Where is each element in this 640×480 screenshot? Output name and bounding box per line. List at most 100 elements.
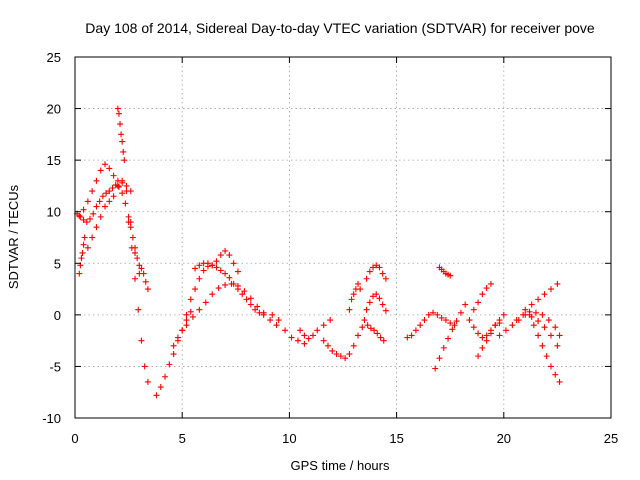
series-arc-2 — [76, 161, 134, 219]
series-arc-4 — [76, 234, 88, 277]
plot-frame — [74, 56, 612, 419]
series-arc-7 — [153, 262, 267, 399]
y-axis-ticks: -10 -5 0 5 10 15 20 25 — [42, 50, 611, 426]
data-point — [166, 361, 173, 368]
data-point — [545, 317, 552, 324]
data-point — [451, 322, 458, 329]
data-point — [247, 295, 254, 302]
data-point — [230, 260, 237, 267]
data-point — [196, 275, 203, 282]
data-point — [119, 138, 126, 145]
data-point — [209, 291, 216, 298]
data-point — [102, 203, 109, 210]
data-point — [80, 241, 87, 248]
data-point — [513, 317, 520, 324]
data-point — [373, 291, 380, 298]
data-point — [122, 200, 129, 207]
data-point — [76, 212, 83, 219]
data-point — [222, 247, 229, 254]
data-point — [97, 213, 104, 220]
data-point — [127, 224, 134, 231]
data-point — [552, 371, 559, 378]
data-point — [530, 322, 537, 329]
data-point — [192, 286, 199, 293]
data-point — [522, 306, 529, 313]
data-point — [457, 309, 464, 316]
data-point — [535, 332, 542, 339]
data-point — [119, 190, 126, 197]
data-point — [363, 275, 370, 282]
data-point — [228, 280, 235, 287]
data-point — [379, 301, 386, 308]
data-point — [99, 193, 106, 200]
data-point — [96, 198, 103, 205]
data-point — [83, 219, 90, 226]
data-point — [440, 344, 447, 351]
y-tick-label: 5 — [54, 256, 61, 271]
x-tick-label: 5 — [179, 431, 186, 446]
data-point — [449, 326, 456, 333]
data-point — [301, 332, 308, 339]
data-point — [475, 353, 482, 360]
data-point — [366, 299, 373, 306]
data-point — [204, 260, 211, 267]
data-point — [117, 121, 124, 128]
data-point — [526, 311, 533, 318]
data-point — [87, 215, 94, 222]
series-arc-9 — [183, 280, 280, 329]
data-point — [77, 213, 84, 220]
data-point — [324, 342, 331, 349]
data-point — [213, 258, 220, 265]
data-point — [376, 295, 383, 302]
data-point — [132, 249, 139, 256]
data-point — [213, 264, 220, 271]
data-point — [528, 301, 535, 308]
data-point — [382, 275, 389, 282]
data-point — [84, 198, 91, 205]
data-point — [355, 332, 362, 339]
data-point — [470, 306, 477, 313]
data-point — [183, 317, 190, 324]
data-point — [106, 198, 113, 205]
series-arc-18 — [404, 309, 458, 341]
data-point — [329, 347, 336, 354]
data-point — [554, 342, 561, 349]
data-point — [479, 334, 486, 341]
data-point — [483, 337, 490, 344]
data-point — [547, 363, 554, 370]
data-point — [138, 265, 145, 272]
data-point — [327, 317, 334, 324]
data-point — [217, 267, 224, 274]
series-arc-10 — [170, 308, 194, 349]
data-point — [187, 296, 194, 303]
data-point — [187, 308, 194, 315]
data-point — [288, 334, 295, 341]
data-point — [543, 353, 550, 360]
data-point — [97, 167, 104, 174]
data-point — [200, 267, 207, 274]
data-point — [162, 373, 169, 380]
data-point — [134, 255, 141, 262]
data-point — [320, 322, 327, 329]
data-point — [254, 303, 261, 310]
series-arc-17 — [363, 291, 389, 314]
data-point — [252, 306, 259, 313]
data-point — [89, 188, 96, 195]
x-tick-label: 25 — [604, 431, 618, 446]
data-point — [502, 327, 509, 334]
data-point — [115, 183, 122, 190]
data-point — [196, 262, 203, 269]
data-point — [535, 296, 542, 303]
data-point — [377, 334, 384, 341]
data-point — [425, 311, 432, 318]
data-point — [132, 244, 139, 251]
data-point — [453, 318, 460, 325]
data-point — [509, 322, 516, 329]
data-point — [234, 282, 241, 289]
data-point — [442, 317, 449, 324]
data-point — [153, 392, 160, 399]
series-arc-1 — [74, 181, 151, 385]
data-point — [76, 270, 83, 277]
data-point — [487, 330, 494, 337]
data-point — [115, 110, 122, 117]
